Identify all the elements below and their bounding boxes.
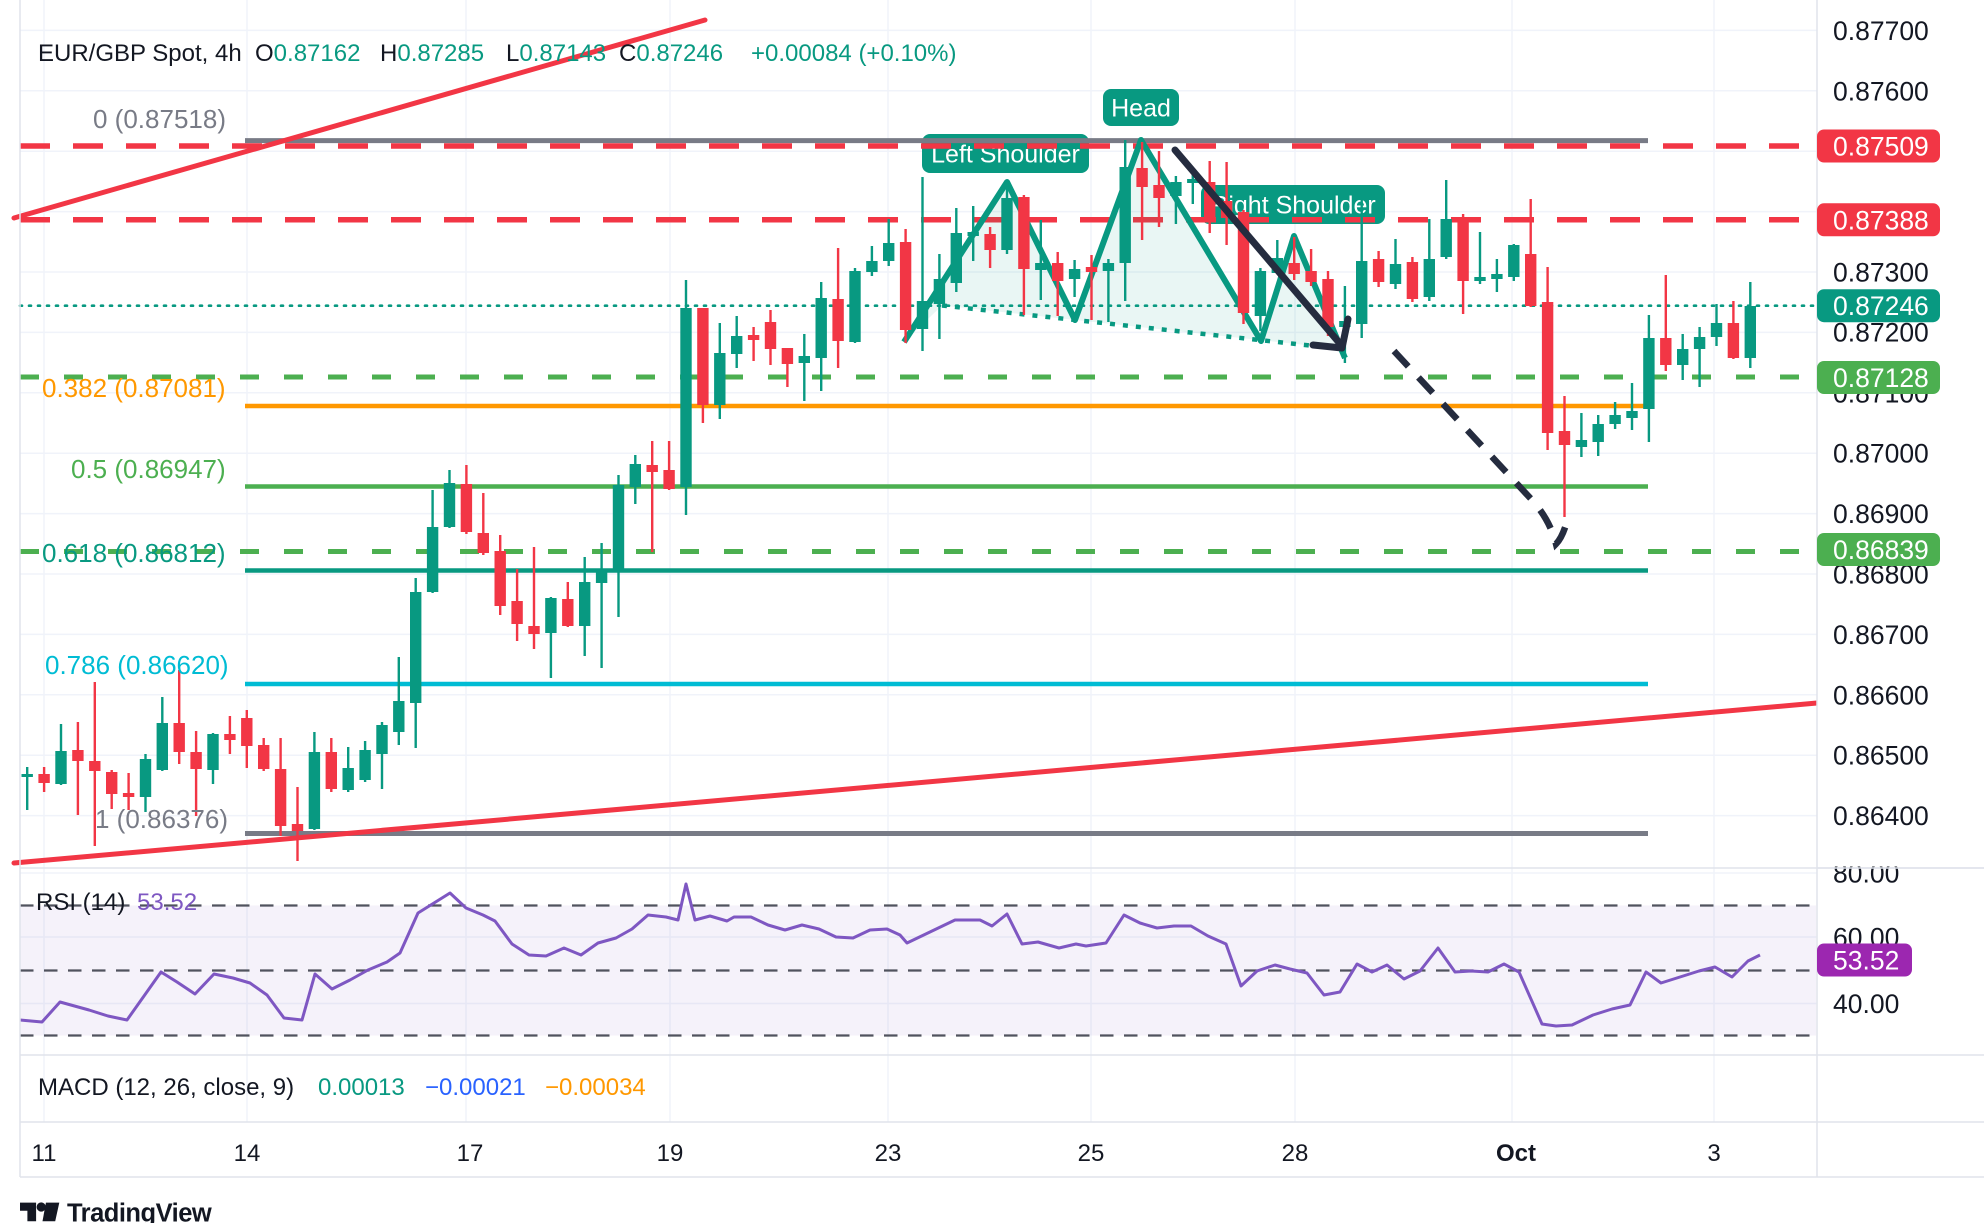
svg-text:+0.00084 (+0.10%): +0.00084 (+0.10%) [751,40,957,67]
svg-text:0.86700: 0.86700 [1833,620,1929,650]
svg-text:H0.87285: H0.87285 [380,40,484,67]
svg-text:0.87200: 0.87200 [1833,318,1929,348]
svg-text:0.86900: 0.86900 [1833,499,1929,529]
svg-text:53.52: 53.52 [137,889,197,916]
svg-text:19: 19 [657,1140,684,1167]
svg-text:TradingView: TradingView [67,1200,212,1224]
svg-text:0 (0.87518): 0 (0.87518) [93,104,226,134]
svg-text:53.52: 53.52 [1833,946,1899,976]
svg-text:0.87246: 0.87246 [1833,291,1929,321]
svg-text:0.87128: 0.87128 [1833,363,1929,393]
svg-text:Head: Head [1111,95,1171,123]
svg-text:0.87388: 0.87388 [1833,205,1929,235]
svg-text:25: 25 [1078,1140,1105,1167]
svg-text:0.86500: 0.86500 [1833,741,1929,771]
svg-text:0.87000: 0.87000 [1833,439,1929,469]
svg-text:O0.87162: O0.87162 [255,40,360,67]
svg-text:RSI (14): RSI (14) [36,889,125,916]
svg-text:EUR/GBP Spot, 4h: EUR/GBP Spot, 4h [38,40,242,67]
svg-text:MACD (12, 26, close, 9): MACD (12, 26, close, 9) [38,1074,294,1101]
svg-text:23: 23 [875,1140,902,1167]
svg-text:40.00: 40.00 [1833,989,1899,1019]
svg-text:0.87509: 0.87509 [1833,132,1929,162]
svg-text:0.382 (0.87081): 0.382 (0.87081) [42,373,226,403]
svg-text:17: 17 [457,1140,484,1167]
svg-text:0.87300: 0.87300 [1833,257,1929,287]
svg-text:Left Shoulder: Left Shoulder [931,141,1080,169]
svg-text:0.87600: 0.87600 [1833,76,1929,106]
svg-text:C0.87246: C0.87246 [619,40,723,67]
svg-text:28: 28 [1282,1140,1309,1167]
svg-text:−0.00034: −0.00034 [545,1074,646,1101]
svg-text:0.87700: 0.87700 [1833,16,1929,46]
svg-text:1 (0.86376): 1 (0.86376) [95,804,228,834]
svg-text:11: 11 [32,1140,57,1167]
svg-text:3: 3 [1707,1140,1720,1167]
svg-text:Oct: Oct [1496,1140,1536,1167]
svg-text:0.86600: 0.86600 [1833,680,1929,710]
svg-text:0.86400: 0.86400 [1833,801,1929,831]
svg-text:0.86839: 0.86839 [1833,535,1929,565]
svg-text:L0.87143: L0.87143 [506,40,606,67]
svg-text:0.00013: 0.00013 [318,1074,405,1101]
svg-text:0.618 (0.86812): 0.618 (0.86812) [42,538,226,568]
svg-text:0.786 (0.86620): 0.786 (0.86620) [45,650,229,680]
svg-text:14: 14 [234,1140,261,1167]
svg-text:−0.00021: −0.00021 [425,1074,526,1101]
svg-text:0.5 (0.86947): 0.5 (0.86947) [71,454,226,484]
